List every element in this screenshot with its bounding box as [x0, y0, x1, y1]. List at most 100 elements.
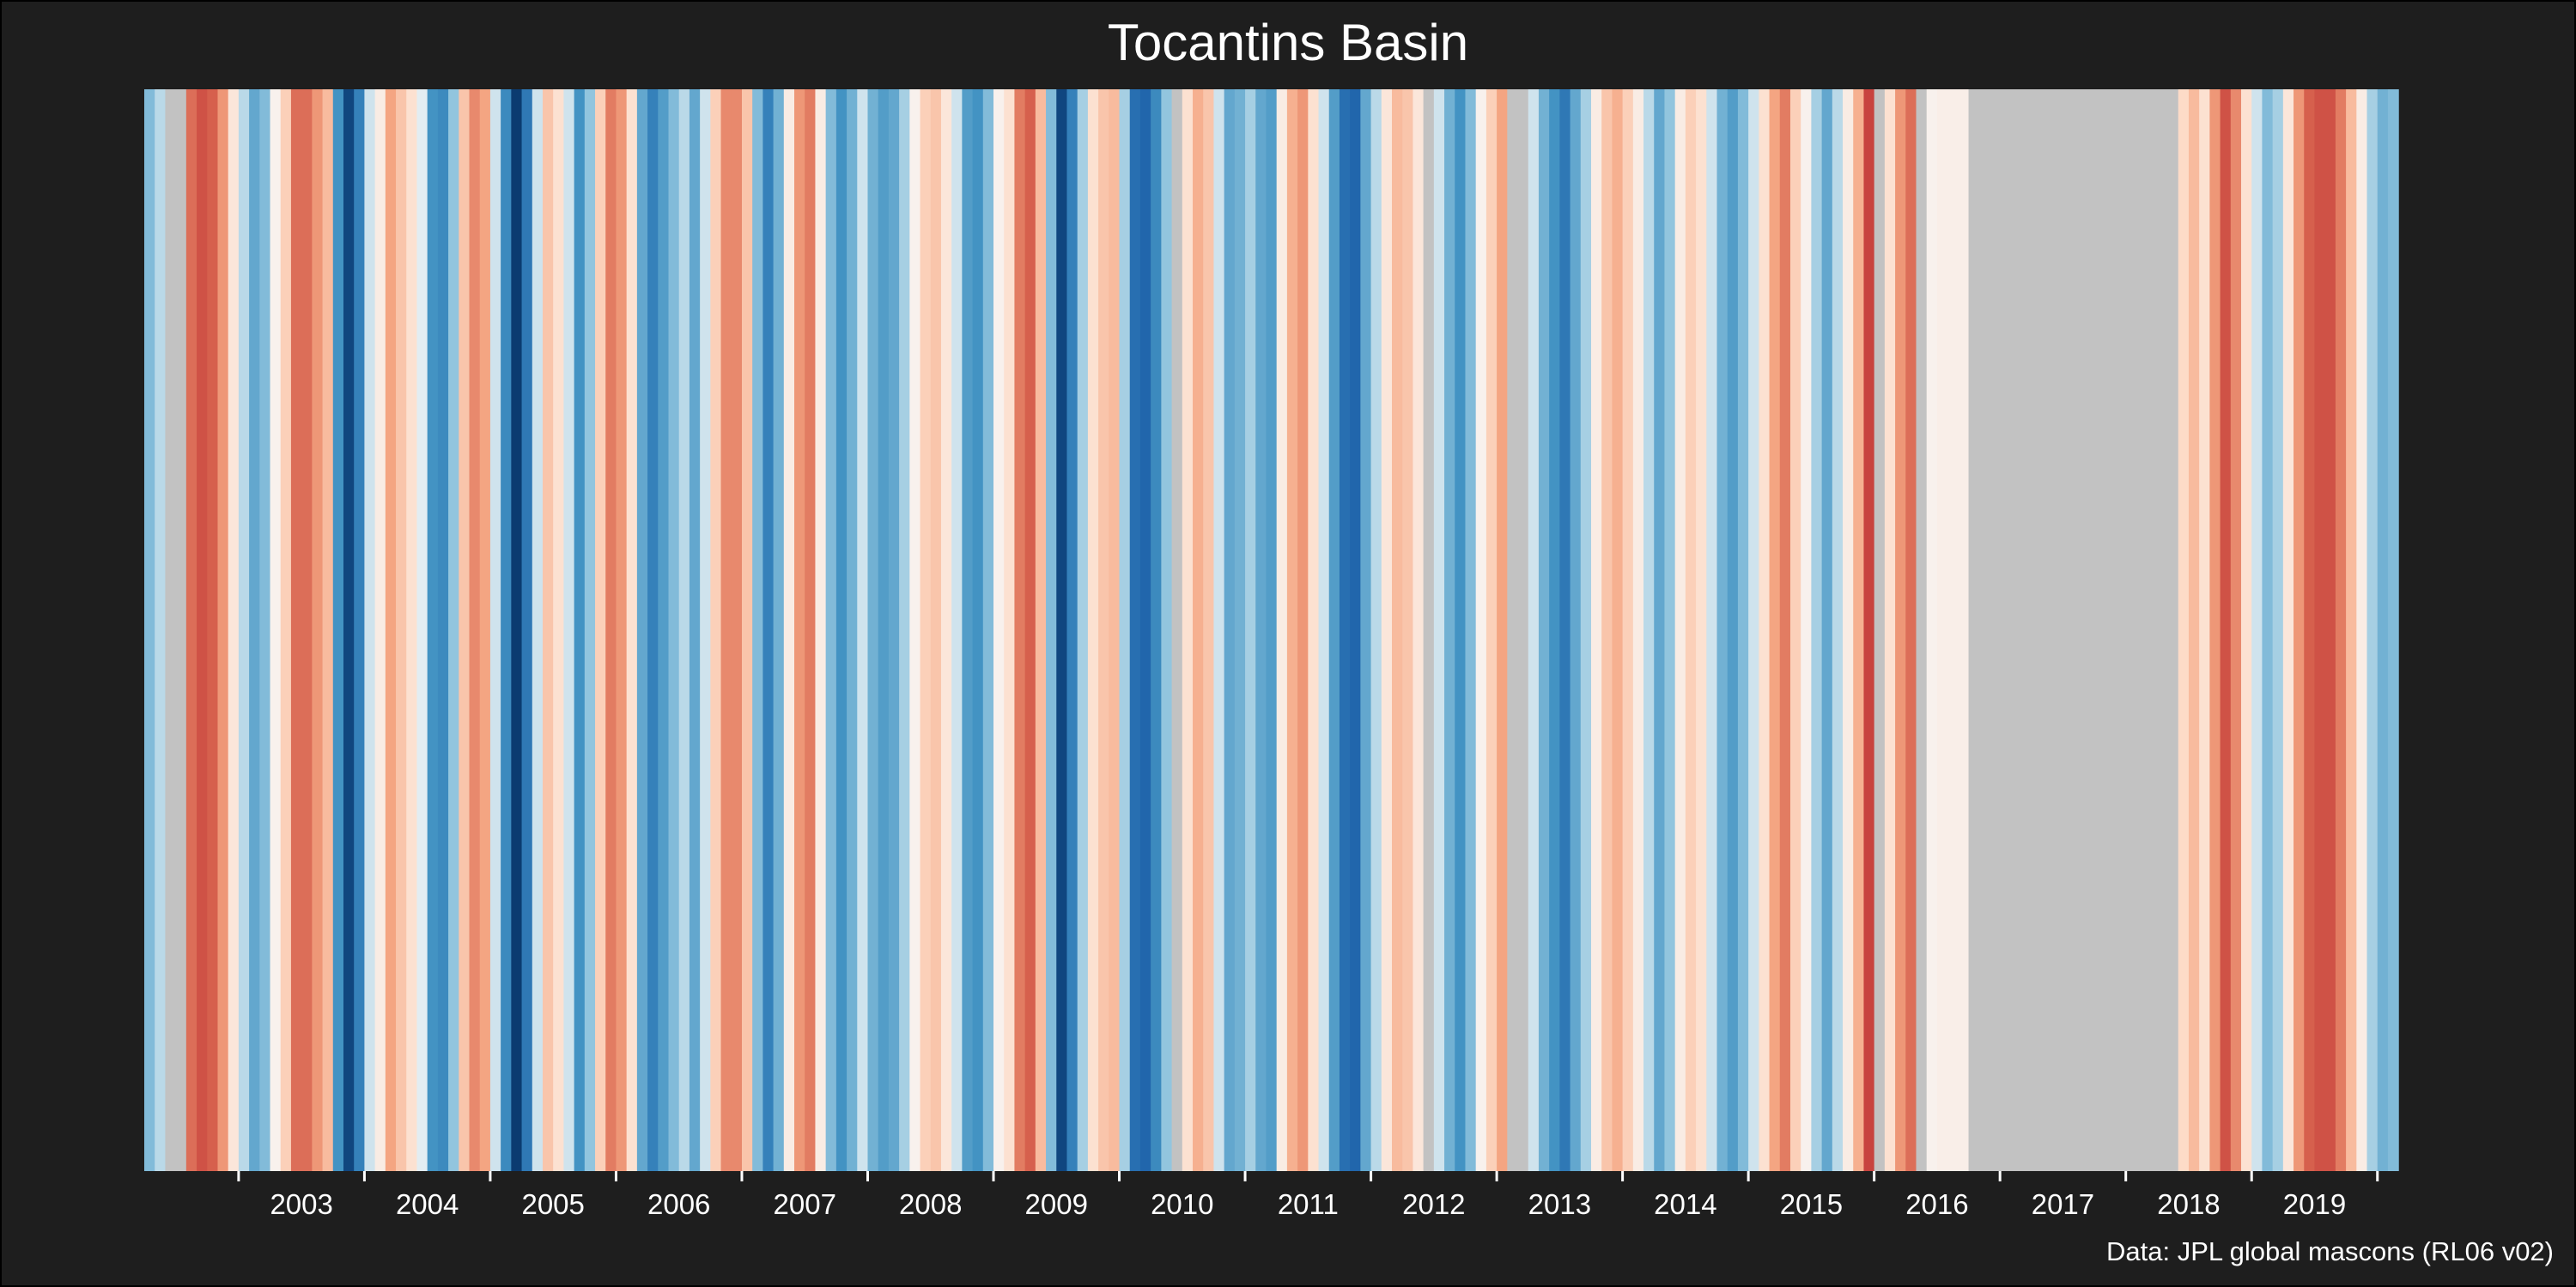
x-tick-label-2018: 2018	[2157, 1188, 2220, 1220]
stripe-2005-09	[574, 89, 586, 1171]
stripe-2005-12	[605, 89, 617, 1171]
stripe-2009-10	[1087, 89, 1099, 1171]
stripe-2002-11	[217, 89, 229, 1171]
stripe-2007-03	[762, 89, 775, 1171]
stripe-2008-10	[962, 89, 974, 1171]
stripe-2018-07	[2188, 89, 2200, 1171]
chart-title: Tocantins Basin	[1107, 14, 1469, 71]
stripe-2011-04	[1276, 89, 1288, 1171]
stripe-2017-03	[2020, 89, 2032, 1171]
x-tick-label-2012: 2012	[1402, 1188, 1465, 1220]
stripe-2013-03	[1517, 89, 1529, 1171]
stripe-2011-09	[1328, 89, 1340, 1171]
stripe-2014-05	[1664, 89, 1676, 1171]
x-tick-label-2017: 2017	[2032, 1188, 2094, 1220]
stripe-2011-10	[1339, 89, 1351, 1171]
stripe-2006-01	[616, 89, 628, 1171]
stripe-2003-12	[354, 89, 366, 1171]
stripe-2012-12	[1485, 89, 1498, 1171]
stripe-2012-06	[1423, 89, 1435, 1171]
stripe-2013-04	[1528, 89, 1540, 1171]
stripe-2005-02	[501, 89, 512, 1171]
stripe-2014-10	[1716, 89, 1728, 1171]
stripe-2018-11	[2230, 89, 2242, 1171]
stripe-2018-10	[2220, 89, 2232, 1171]
stripe-2009-08	[1066, 89, 1078, 1171]
stripe-2006-05	[658, 89, 670, 1171]
stripe-2004-09	[448, 89, 459, 1171]
stripe-2014-04	[1654, 89, 1666, 1171]
stripe-2005-05	[532, 89, 544, 1171]
stripe-2017-05	[2042, 89, 2053, 1171]
stripe-2015-06	[1801, 89, 1812, 1171]
stripe-2011-11	[1350, 89, 1361, 1171]
stripe-2010-02	[1129, 89, 1141, 1171]
stripe-2015-10	[1843, 89, 1854, 1171]
stripe-2005-04	[521, 89, 533, 1171]
stripe-2002-09	[197, 89, 208, 1171]
stripe-2014-03	[1643, 89, 1655, 1171]
stripe-2008-01	[867, 89, 879, 1171]
stripe-2010-08	[1193, 89, 1204, 1171]
stripe-2013-08	[1570, 89, 1582, 1171]
stripe-2006-04	[647, 89, 659, 1171]
stripe-2019-03	[2272, 89, 2284, 1171]
stripe-2008-06	[920, 89, 932, 1171]
stripe-2007-06	[794, 89, 805, 1171]
x-tick-label-2007: 2007	[774, 1188, 836, 1220]
stripe-2018-08	[2199, 89, 2210, 1171]
stripe-2003-03	[259, 89, 271, 1171]
stripe-2016-06	[1926, 89, 1938, 1171]
stripe-2016-05	[1916, 89, 1928, 1171]
stripe-2015-11	[1853, 89, 1865, 1171]
stripe-2008-04	[899, 89, 910, 1171]
stripe-2016-04	[1905, 89, 1917, 1171]
stripe-2018-01	[2125, 89, 2137, 1171]
stripe-2019-05	[2293, 89, 2305, 1171]
x-tick-label-2013: 2013	[1528, 1188, 1591, 1220]
stripe-2015-09	[1832, 89, 1844, 1171]
stripe-2016-09	[1958, 89, 1970, 1171]
stripe-2012-07	[1433, 89, 1445, 1171]
stripe-2003-04	[270, 89, 282, 1171]
stripe-2011-01	[1245, 89, 1256, 1171]
stripe-2018-05	[2167, 89, 2179, 1171]
stripe-2002-08	[185, 89, 197, 1171]
x-tick-label-2010: 2010	[1151, 1188, 1213, 1220]
stripe-2017-09	[2083, 89, 2095, 1171]
stripe-2003-01	[238, 89, 250, 1171]
stripe-2018-02	[2136, 89, 2148, 1171]
stripe-2014-07	[1685, 89, 1697, 1171]
stripe-2011-08	[1318, 89, 1330, 1171]
stripe-2013-10	[1590, 89, 1602, 1171]
x-tick-label-2016: 2016	[1905, 1188, 1968, 1220]
stripe-2016-10	[1968, 89, 1980, 1171]
stripe-2011-03	[1266, 89, 1278, 1171]
x-tick-label-2009: 2009	[1025, 1188, 1088, 1220]
stripe-2004-02	[374, 89, 386, 1171]
stripe-2010-03	[1139, 89, 1151, 1171]
stripe-2006-06	[668, 89, 680, 1171]
stripe-2006-10	[710, 89, 722, 1171]
x-tick-label-2004: 2004	[396, 1188, 459, 1220]
stripe-2012-03	[1392, 89, 1403, 1171]
stripe-2007-05	[783, 89, 795, 1171]
stripe-2016-02	[1884, 89, 1896, 1171]
data-source-caption: Data: JPL global mascons (RL06 v02)	[2106, 1236, 2554, 1266]
stripe-2016-12	[1989, 89, 2001, 1171]
stripe-2007-08	[815, 89, 827, 1171]
stripe-2019-08	[2324, 89, 2336, 1171]
stripe-2020-02	[2387, 89, 2399, 1171]
stripe-2013-01	[1497, 89, 1508, 1171]
stripe-2017-07	[2063, 89, 2075, 1171]
stripe-2013-07	[1559, 89, 1571, 1171]
stripe-2009-09	[1077, 89, 1089, 1171]
stripe-2015-08	[1821, 89, 1833, 1171]
x-tick-label-2015: 2015	[1780, 1188, 1843, 1220]
stripe-2005-11	[595, 89, 606, 1171]
stripe-2003-09	[322, 89, 334, 1171]
stripe-2016-08	[1947, 89, 1959, 1171]
stripe-2012-10	[1465, 89, 1477, 1171]
